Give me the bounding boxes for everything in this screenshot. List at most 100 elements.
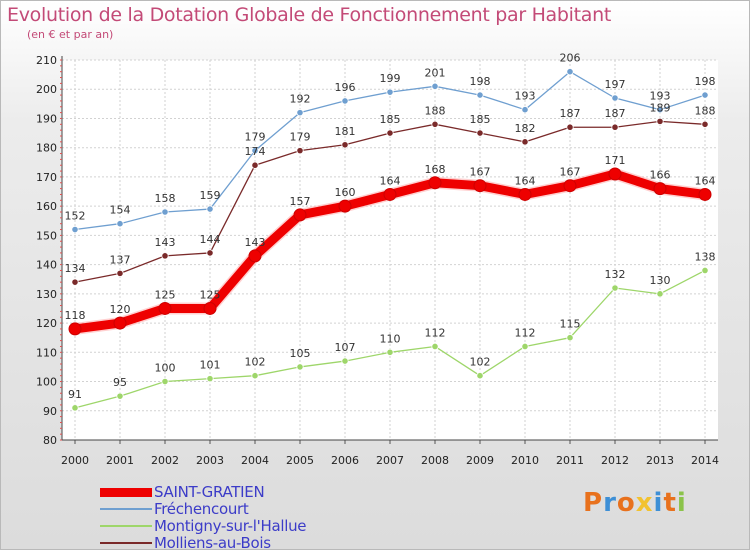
y-tick-label: 110: [36, 346, 57, 359]
data-label-montigny-sur-l-hallue: 95: [113, 376, 127, 389]
data-label-molliens-au-bois: 185: [470, 113, 491, 126]
data-point-fr-chencourt: [521, 106, 529, 114]
data-label-montigny-sur-l-hallue: 138: [695, 250, 716, 263]
data-label-molliens-au-bois: 179: [290, 131, 311, 144]
data-label-montigny-sur-l-hallue: 102: [245, 356, 266, 369]
logo-letter: o: [616, 488, 636, 518]
data-point-fr-chencourt: [611, 94, 619, 102]
data-label-fr-chencourt: 154: [110, 204, 131, 217]
data-label-montigny-sur-l-hallue: 101: [200, 359, 221, 372]
data-label-saint-gratien: 171: [605, 154, 626, 167]
data-label-saint-gratien: 118: [65, 309, 86, 322]
data-point-saint-gratien: [653, 182, 667, 196]
data-label-saint-gratien: 164: [695, 174, 716, 187]
logo-letter: P: [583, 488, 604, 518]
x-tick-label: 2012: [601, 454, 629, 467]
data-point-fr-chencourt: [116, 220, 124, 228]
data-label-montigny-sur-l-hallue: 102: [470, 356, 491, 369]
y-tick-label: 100: [36, 376, 57, 389]
data-point-fr-chencourt: [656, 106, 664, 114]
legend-swatch: [100, 508, 152, 510]
data-point-saint-gratien: [473, 179, 487, 193]
y-tick-label: 200: [36, 83, 57, 96]
data-point-fr-chencourt: [161, 208, 169, 216]
data-point-montigny-sur-l-hallue: [656, 290, 664, 298]
data-label-saint-gratien: 166: [650, 169, 671, 182]
data-label-saint-gratien: 164: [515, 174, 536, 187]
data-point-montigny-sur-l-hallue: [386, 348, 394, 356]
data-label-saint-gratien: 168: [425, 163, 446, 176]
y-tick-label: 210: [36, 54, 57, 67]
data-point-saint-gratien: [293, 208, 307, 222]
data-point-saint-gratien: [113, 316, 127, 330]
data-point-montigny-sur-l-hallue: [296, 363, 304, 371]
data-label-molliens-au-bois: 181: [335, 125, 356, 138]
data-label-montigny-sur-l-hallue: 112: [425, 326, 446, 339]
data-label-montigny-sur-l-hallue: 110: [380, 332, 401, 345]
data-label-molliens-au-bois: 188: [425, 104, 446, 117]
data-label-molliens-au-bois: 188: [695, 104, 716, 117]
data-point-molliens-au-bois: [386, 129, 394, 137]
logo-letter: x: [635, 488, 654, 518]
legend-swatch: [100, 525, 152, 527]
data-point-molliens-au-bois: [116, 269, 124, 277]
data-point-molliens-au-bois: [611, 123, 619, 131]
data-label-fr-chencourt: 193: [650, 90, 671, 103]
data-label-montigny-sur-l-hallue: 115: [560, 318, 581, 331]
data-point-molliens-au-bois: [161, 252, 169, 260]
data-label-fr-chencourt: 192: [290, 93, 311, 106]
data-label-molliens-au-bois: 143: [155, 236, 176, 249]
data-point-fr-chencourt: [476, 91, 484, 99]
logo-letter: r: [603, 488, 617, 518]
data-point-montigny-sur-l-hallue: [161, 377, 169, 386]
data-label-molliens-au-bois: 182: [515, 122, 536, 135]
x-tick-label: 2010: [511, 454, 539, 467]
data-point-fr-chencourt: [206, 205, 214, 213]
y-tick-label: 160: [36, 200, 57, 213]
data-point-fr-chencourt: [341, 97, 349, 105]
data-label-saint-gratien: 125: [200, 288, 221, 301]
x-tick-label: 2007: [376, 454, 404, 467]
legend-label: SAINT-GRATIEN: [154, 483, 265, 501]
data-label-saint-gratien: 143: [245, 236, 266, 249]
data-point-montigny-sur-l-hallue: [431, 342, 439, 351]
x-tick-label: 2006: [331, 454, 359, 467]
x-tick-label: 2014: [691, 454, 719, 467]
data-point-molliens-au-bois: [341, 141, 349, 149]
x-tick-label: 2008: [421, 454, 449, 467]
data-label-fr-chencourt: 201: [425, 66, 446, 79]
data-label-montigny-sur-l-hallue: 91: [68, 388, 82, 401]
data-point-saint-gratien: [698, 187, 712, 201]
data-point-montigny-sur-l-hallue: [341, 357, 349, 365]
data-point-molliens-au-bois: [566, 123, 574, 131]
data-point-fr-chencourt: [251, 147, 259, 155]
data-label-molliens-au-bois: 187: [605, 107, 626, 120]
x-tick-label: 2013: [646, 454, 674, 467]
data-label-fr-chencourt: 158: [155, 192, 176, 205]
data-label-montigny-sur-l-hallue: 107: [335, 341, 356, 354]
data-point-saint-gratien: [383, 187, 397, 201]
legend-label: Molliens-au-Bois: [154, 534, 271, 552]
y-tick-label: 120: [36, 317, 57, 330]
data-label-saint-gratien: 160: [335, 186, 356, 199]
data-point-fr-chencourt: [701, 91, 709, 99]
data-point-molliens-au-bois: [71, 278, 79, 286]
data-point-fr-chencourt: [386, 88, 394, 96]
y-tick-label: 190: [36, 112, 57, 125]
data-point-saint-gratien: [428, 176, 442, 190]
x-tick-label: 2009: [466, 454, 494, 467]
data-label-molliens-au-bois: 144: [200, 233, 221, 246]
data-point-montigny-sur-l-hallue: [71, 404, 79, 412]
data-label-saint-gratien: 167: [470, 166, 491, 179]
data-point-saint-gratien: [68, 322, 82, 336]
legend-label: Fréchencourt: [154, 500, 249, 518]
x-tick-label: 2002: [151, 454, 179, 467]
data-label-montigny-sur-l-hallue: 132: [605, 268, 626, 281]
data-label-saint-gratien: 120: [110, 303, 131, 316]
data-label-fr-chencourt: 198: [470, 75, 491, 88]
data-label-fr-chencourt: 197: [605, 78, 626, 91]
y-tick-label: 140: [36, 259, 57, 272]
data-label-fr-chencourt: 159: [200, 189, 221, 202]
data-point-saint-gratien: [248, 249, 262, 263]
logo-letter: t: [663, 488, 677, 518]
